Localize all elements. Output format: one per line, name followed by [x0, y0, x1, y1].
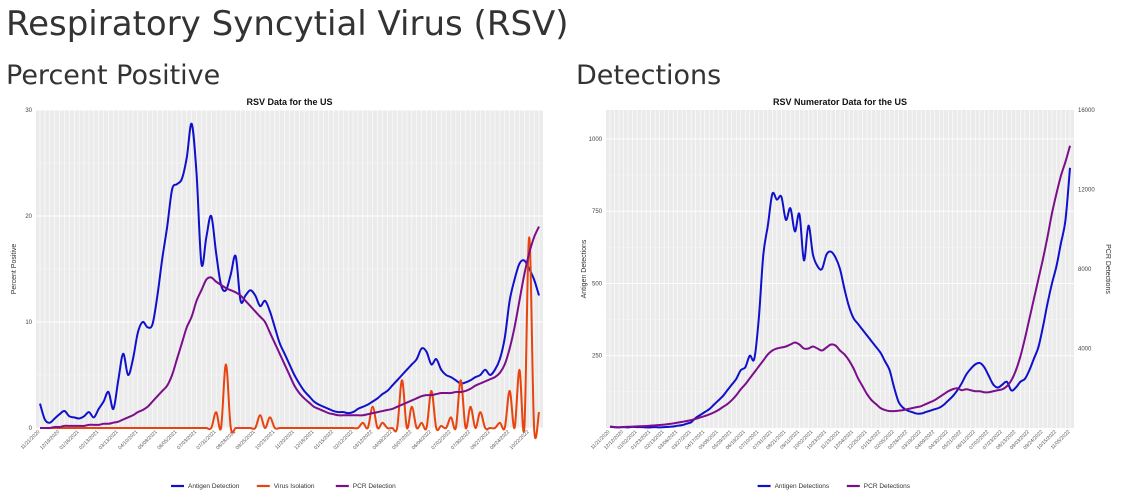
x-tick-label: 05/08/2021	[137, 429, 159, 451]
legend-label: Virus Isolation	[274, 483, 315, 490]
y-tick-label: 0	[29, 426, 33, 432]
legend-label: PCR Detections	[864, 483, 911, 490]
chart-title: RSV Data for the US	[246, 97, 332, 107]
chart-title: RSV Numerator Data for the US	[773, 97, 907, 107]
legend: Antigen Detection Virus Isolation PCR Dete…	[171, 483, 396, 490]
section-heading-percent-positive: Percent Positive	[6, 60, 221, 91]
y2-tick-label: 8000	[1078, 267, 1092, 273]
x-tick-label: 04/10/2021	[117, 429, 139, 451]
y-tick-label: 30	[25, 108, 32, 114]
y-axis-label: Percent Positive	[11, 244, 18, 295]
x-tick-label: 07/03/2021	[176, 429, 198, 451]
legend-label: Antigen Detection	[188, 483, 240, 490]
y-tick-label: 750	[592, 209, 603, 215]
x-tick-label: 07/02/2022	[430, 429, 452, 451]
legend: Antigen Detections PCR Detections	[757, 483, 911, 490]
x-tick-label: 09/24/2022	[489, 429, 511, 451]
y2-tick-label: 4000	[1078, 347, 1092, 353]
series-group	[609, 145, 1071, 429]
legend-label: PCR Detection	[353, 483, 396, 490]
legend-label: Antigen Detections	[775, 483, 830, 490]
x-tick-label: 04/09/2022	[372, 429, 394, 451]
x-tick-label: 08/27/2022	[470, 429, 492, 451]
chart-panel-percent-positive: RSV Data for the US 0 10 20 30 11/21/2020 12/1…	[6, 94, 551, 496]
x-tick-label: 02/12/2022	[333, 429, 355, 451]
x-tick-label: 03/13/2021	[98, 429, 120, 451]
x-tick-label: 10/23/2021	[254, 429, 276, 451]
y2-tick-label: 12000	[1078, 188, 1095, 194]
x-tick-label: 05/07/2022	[391, 429, 413, 451]
x-tick-label: 06/04/2022	[411, 429, 433, 451]
y-tick-label: 20	[25, 214, 32, 220]
x-tick-label: 07/30/2022	[450, 429, 472, 451]
series-line-pcr-detection	[40, 226, 540, 430]
y-axis-label: Antigen Detections	[581, 239, 588, 298]
chart-percent-positive: RSV Data for the US010203011/21/202012/1…	[11, 97, 543, 490]
x-tick-label: 02/13/2021	[78, 429, 100, 451]
y-tick-label: 1000	[589, 137, 603, 143]
series-group	[39, 122, 540, 440]
x-tick-label: 06/05/2021	[156, 429, 178, 451]
series-line-virus-isolation	[40, 236, 540, 440]
x-tick-label: 03/12/2022	[352, 429, 374, 451]
chart-panel-detections: RSV Numerator Data for the US 250 500 750 10…	[576, 94, 1121, 496]
x-tick-label: 12/19/2020	[39, 429, 61, 451]
x-tick-label: 11/21/2020	[20, 429, 42, 451]
y2-axis-label: PCR Detections	[1104, 244, 1111, 294]
series-line-antigen-detection	[39, 122, 540, 424]
x-tick-label: 11/20/2021	[274, 429, 296, 451]
x-tick-label: 01/16/2021	[59, 429, 81, 451]
page-title: Respiratory Syncytial Virus (RSV)	[6, 4, 569, 44]
x-tick-label: 01/15/2022	[313, 429, 335, 451]
x-tick-label: 07/31/2021	[196, 429, 218, 451]
chart-detections: RSV Numerator Data for the US 250 500 750 10…	[581, 97, 1111, 490]
y-tick-label: 250	[592, 354, 603, 360]
series-line-pcr-detections	[609, 145, 1071, 429]
x-tick-label: 09/25/2021	[235, 429, 257, 451]
series-line-antigen-detections	[609, 167, 1071, 429]
x-tick-label: 12/18/2021	[293, 429, 315, 451]
section-heading-detections: Detections	[576, 60, 722, 91]
x-tick-label: 10/22/2022	[509, 429, 531, 451]
y2-tick-label: 16000	[1078, 108, 1095, 114]
y-tick-label: 10	[25, 320, 32, 326]
y-tick-label: 500	[592, 281, 603, 287]
